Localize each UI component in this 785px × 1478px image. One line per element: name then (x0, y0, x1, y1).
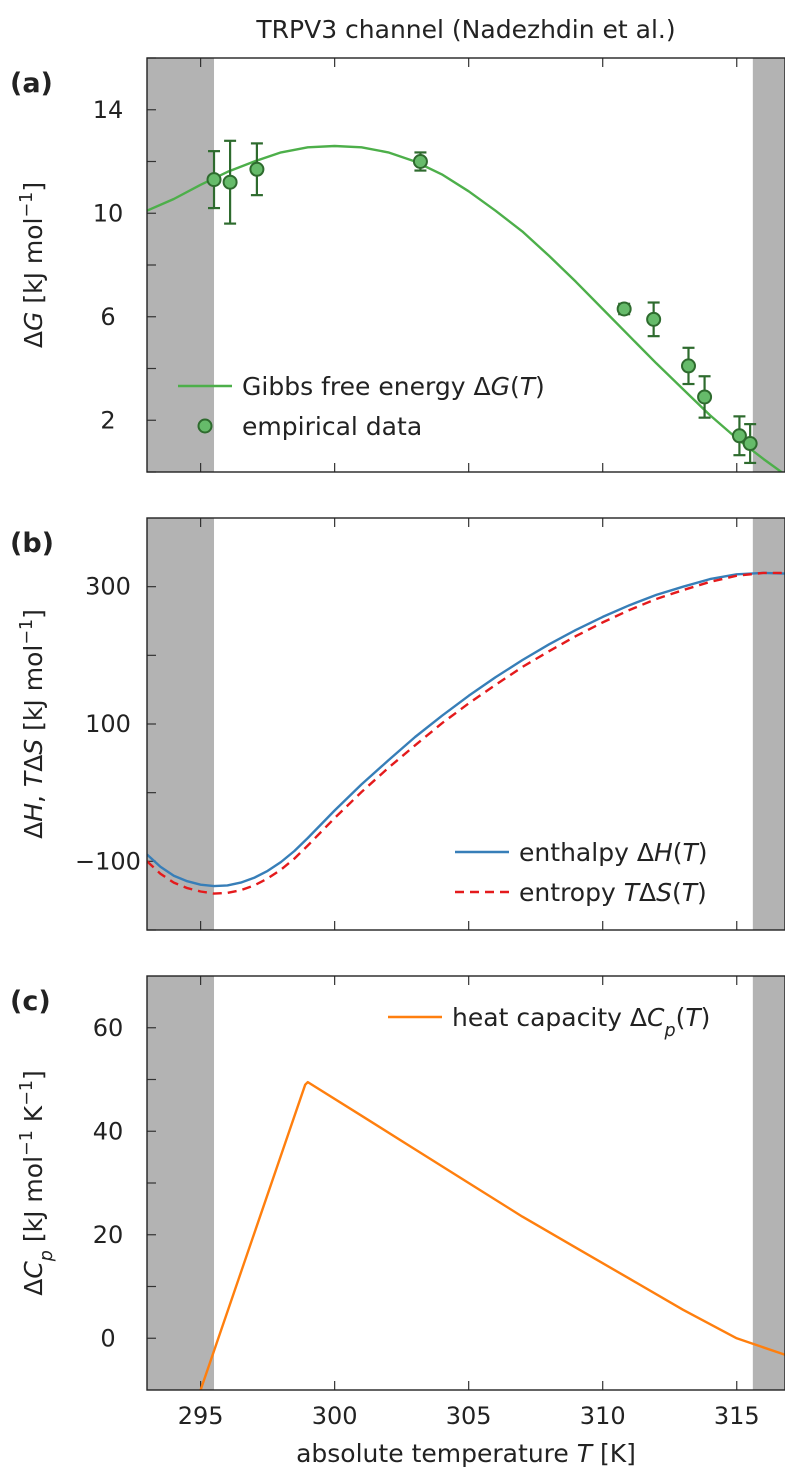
point-marker (680, 358, 696, 374)
ticks (147, 57, 738, 473)
series-line (147, 144, 784, 472)
point-marker (222, 174, 238, 190)
legend-item: heat capacity ΔCp(T) (388, 1003, 710, 1041)
point-marker (206, 172, 222, 188)
y-tick-label: 10 (93, 199, 124, 227)
point-marker (646, 311, 662, 327)
legend: Gibbs free energy ΔG(T) empirical data (178, 372, 545, 441)
panel-c: 0 20 40 60 295 300 305 310 315 (c) ΔCp [kJ mol−1 K… (10, 975, 785, 1430)
shaded-region (752, 58, 785, 472)
y-axis-label: ΔCp [kJ mol−1 K−1] (17, 1070, 57, 1296)
series-group (147, 571, 785, 895)
y-tick-label: −100 (75, 847, 141, 875)
panel-tag: (a) (10, 68, 53, 99)
y-tick-label: 40 (93, 1117, 124, 1145)
data-point (616, 301, 632, 317)
point-marker (742, 436, 758, 452)
legend-label: empirical data (242, 412, 422, 441)
y-tick-label: 60 (93, 1014, 124, 1042)
data-point (249, 142, 265, 197)
ticks (147, 976, 738, 1390)
series-line (147, 571, 785, 888)
legend-item: enthalpy ΔH(T) (455, 838, 708, 867)
figure-title: TRPV3 channel (Nadezhdin et al.) (255, 15, 675, 44)
panel-tag: (c) (10, 986, 51, 1017)
series-line (199, 1080, 785, 1390)
data-point (680, 346, 696, 386)
point-marker (249, 161, 265, 177)
y-tick-label: 2 (100, 406, 115, 434)
legend-label: Gibbs free energy ΔG(T) (242, 372, 545, 401)
data-point (731, 415, 747, 457)
legend-item: Gibbs free energy ΔG(T) (178, 372, 545, 401)
plot-frame (146, 517, 785, 931)
x-tick-label: 315 (714, 1402, 760, 1430)
x-tick-label: 295 (178, 1402, 224, 1430)
legend-swatch (197, 418, 213, 434)
y-tick-label: 14 (93, 96, 124, 124)
y-tick-label: 0 (100, 1324, 115, 1352)
point-marker (616, 301, 632, 317)
legend-label: enthalpy ΔH(T) (519, 838, 708, 867)
plot-frame (146, 57, 785, 473)
series-group (147, 139, 784, 472)
data-point (206, 150, 222, 210)
x-tick-label: 310 (580, 1402, 626, 1430)
x-tick-label: 300 (312, 1402, 358, 1430)
y-axis-label: ΔH, TΔS [kJ mol−1] (17, 609, 48, 839)
legend-item: empirical data (197, 412, 422, 441)
y-tick-label: 20 (93, 1221, 124, 1249)
data-point (646, 301, 662, 338)
point-marker (731, 428, 747, 444)
shaded-region (752, 976, 785, 1390)
shaded-region (147, 976, 215, 1390)
shaded-region (147, 518, 215, 930)
data-point (222, 139, 238, 225)
legend-item: entropy TΔS(T) (455, 878, 707, 907)
x-tick-label: 305 (446, 1402, 492, 1430)
panels: 2 6 10 14 (a) ΔG [kJ mol−1] Gibbs free energy … (10, 57, 785, 1430)
point-marker (412, 154, 428, 169)
y-axis-label: ΔG [kJ mol−1] (17, 182, 48, 348)
point-marker (697, 389, 713, 405)
panel-a: 2 6 10 14 (a) ΔG [kJ mol−1] Gibbs free energy … (10, 57, 785, 473)
x-axis-label: absolute temperature T [K] (296, 1439, 636, 1468)
y-tick-label: 6 (100, 303, 115, 331)
legend: heat capacity ΔCp(T) (388, 1003, 710, 1041)
shaded-region (147, 58, 215, 472)
series-line (147, 571, 785, 895)
legend-label: entropy TΔS(T) (519, 878, 707, 907)
y-tick-label: 300 (85, 573, 131, 601)
series-group (199, 1080, 785, 1390)
data-point (742, 423, 758, 465)
legend: enthalpy ΔH(T) entropy TΔS(T) (455, 838, 708, 907)
data-point (697, 375, 713, 419)
shaded-region (752, 518, 785, 930)
y-tick-label: 100 (85, 710, 131, 738)
panel-tag: (b) (10, 528, 54, 559)
legend-label: heat capacity ΔCp(T) (452, 1003, 710, 1041)
plot-frame (146, 975, 785, 1391)
data-point (412, 151, 428, 172)
panel-b: −100 100 300 (b) ΔH, TΔS [kJ mol−1] enthalpy … (10, 517, 785, 931)
